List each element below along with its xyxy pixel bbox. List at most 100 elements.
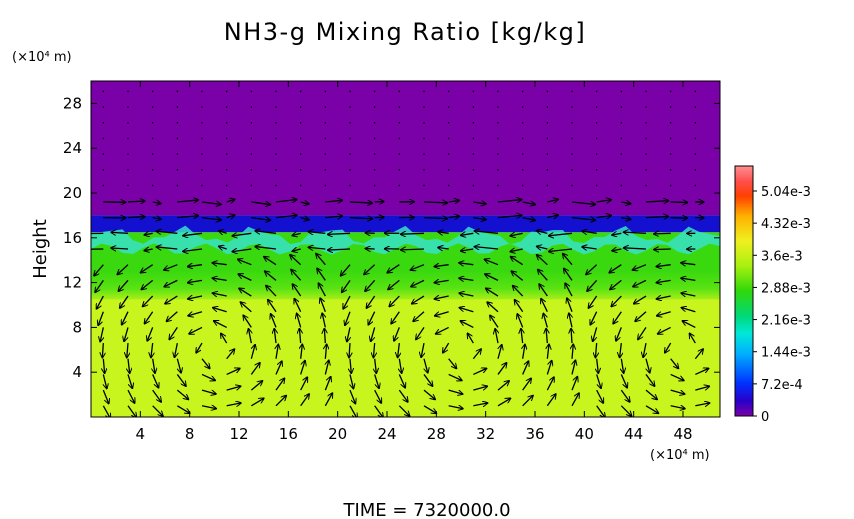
wind-vector (271, 314, 277, 328)
wind-vector (169, 327, 178, 339)
wind-vector (645, 389, 657, 399)
wind-vector (624, 248, 647, 249)
wind-vector (266, 286, 277, 297)
wind-vector (571, 393, 579, 407)
wind-vector (374, 389, 382, 403)
wind-vector (448, 389, 463, 394)
wind-vector (232, 233, 252, 236)
wind-vector (241, 302, 252, 313)
wind-vector (153, 358, 155, 373)
wind-vector (349, 343, 350, 357)
wind-vector (176, 405, 189, 413)
wind-vector (147, 327, 154, 340)
wind-vector (399, 358, 401, 373)
wind-vector (201, 406, 216, 409)
wind-vector (695, 386, 709, 391)
wind-vector (164, 279, 178, 286)
wind-vector (226, 215, 235, 218)
wind-vector (513, 286, 524, 297)
wind-vector (658, 326, 671, 333)
wind-vector (670, 406, 685, 409)
wind-vector (597, 358, 599, 373)
wind-vector (188, 280, 203, 282)
wind-vector (595, 343, 596, 357)
wind-vector (157, 247, 178, 249)
wind-vector (264, 257, 277, 266)
wind-vector (657, 280, 671, 282)
wind-vector (435, 296, 449, 299)
wind-vector (522, 379, 531, 391)
wind-vector (368, 311, 376, 325)
wind-vector (221, 334, 228, 344)
wind-vector (226, 199, 235, 202)
wind-vector (316, 254, 326, 266)
wind-vector (127, 217, 145, 218)
wind-vector (634, 295, 647, 304)
wind-vector (459, 263, 474, 265)
wind-vector (164, 264, 178, 270)
wind-vector (596, 405, 605, 417)
wind-vector (401, 233, 425, 234)
wind-vector (435, 311, 449, 316)
wind-vector (117, 264, 129, 275)
wind-vector (226, 349, 235, 360)
wind-vector (250, 398, 263, 407)
wind-vector (510, 233, 523, 236)
wind-vector (416, 327, 425, 339)
wind-vector (275, 200, 297, 202)
colorbar-label: 5.04e-3 (761, 185, 811, 200)
wind-vector (654, 249, 671, 250)
wind-vector (103, 358, 104, 373)
wind-vector (582, 231, 597, 233)
wind-vector (681, 263, 696, 265)
wind-vector (656, 265, 671, 267)
wind-vector (657, 311, 671, 316)
colorbar-label: 4.32e-3 (761, 217, 811, 232)
wind-vector (325, 216, 342, 218)
wind-vector (620, 343, 622, 357)
wind-vector (448, 358, 457, 369)
x-tick-label: 40 (575, 425, 594, 443)
wind-vector (522, 202, 535, 205)
wind-vector (590, 311, 598, 325)
wind-vector (621, 218, 630, 220)
wind-vector (365, 279, 376, 291)
wind-vector (522, 361, 529, 375)
wind-vector (460, 308, 474, 313)
wind-vector (347, 327, 350, 341)
wind-vector (537, 246, 548, 249)
wind-vector (620, 389, 629, 402)
wind-vector (497, 381, 509, 391)
wind-vector (328, 249, 351, 250)
wind-vector (300, 202, 309, 204)
wind-vector (325, 361, 328, 375)
wind-vector (695, 369, 708, 376)
wind-vector (250, 345, 255, 359)
wind-vector (596, 389, 604, 403)
wind-vector (111, 248, 129, 249)
wind-vector (657, 296, 671, 299)
wind-vector (276, 345, 278, 359)
wind-vector (145, 249, 153, 251)
wind-vector (670, 373, 684, 380)
wind-vector (497, 215, 521, 217)
wind-vector (522, 396, 533, 407)
wind-vector (635, 311, 647, 321)
wind-vector (97, 295, 104, 309)
wind-vector (345, 311, 351, 325)
wind-vector (300, 377, 308, 391)
wind-vector (413, 311, 425, 321)
wind-vector (342, 279, 351, 292)
wind-vector (468, 334, 474, 344)
wind-vector (461, 249, 474, 251)
wind-vector (152, 218, 161, 220)
wind-vector (293, 233, 301, 235)
wind-vector (461, 233, 474, 235)
wind-vector (587, 279, 598, 291)
wind-vector (475, 231, 499, 233)
wind-vector (188, 311, 203, 316)
wind-vector (621, 358, 623, 373)
wind-vector (633, 279, 647, 286)
x-tick-label: 44 (624, 425, 643, 443)
wind-vector (214, 321, 227, 328)
